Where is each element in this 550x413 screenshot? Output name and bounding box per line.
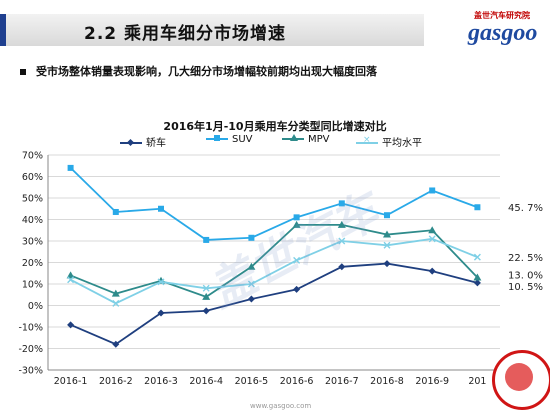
y-tick-label: -30%	[18, 366, 43, 377]
y-tick-label: -10%	[18, 323, 43, 334]
x-tick-label: 2016-1	[54, 376, 88, 387]
x-tick-label: 2016-6	[280, 376, 314, 387]
data-point	[66, 271, 75, 279]
bullet-text: 受市场整体销量表现影响，几大细分市场增幅较前期均出现大幅度回落	[36, 65, 377, 78]
data-point	[202, 292, 211, 300]
y-tick-label: 0%	[28, 301, 43, 312]
data-point	[157, 309, 165, 317]
data-point	[473, 279, 481, 287]
data-point	[248, 234, 255, 241]
legend-label-sedan: 轿车	[146, 138, 166, 149]
data-point	[473, 253, 481, 261]
legend-label-average: 平均水平	[382, 138, 422, 149]
legend-label-suv: SUV	[232, 134, 253, 145]
end-value-label: 13. 0%	[508, 271, 543, 282]
data-point	[67, 276, 75, 284]
y-tick-label: 20%	[22, 258, 43, 269]
data-point	[338, 200, 345, 207]
y-tick-label: -20%	[18, 344, 43, 355]
y-tick-label: 70%	[22, 151, 43, 162]
x-tick-label: 2016-8	[370, 376, 404, 387]
data-point	[383, 230, 391, 238]
header-accent	[0, 14, 6, 46]
seal-stamp	[492, 350, 550, 410]
y-tick-label: 40%	[22, 215, 43, 226]
data-point	[383, 241, 391, 249]
x-tick-label: 201	[468, 376, 486, 387]
x-tick-label: 2016-9	[415, 376, 449, 387]
x-tick-label: 2016-2	[99, 376, 133, 387]
data-point	[247, 262, 256, 270]
bullet-point: 受市场整体销量表现影响，几大细分市场增幅较前期均出现大幅度回落	[20, 63, 377, 79]
data-point	[429, 187, 436, 194]
data-point	[202, 284, 210, 292]
x-tick-label: 2016-5	[235, 376, 269, 387]
data-point	[111, 289, 120, 297]
footer-url: www.gasgoo.com	[250, 402, 312, 410]
data-point	[428, 235, 436, 243]
data-point	[293, 214, 300, 221]
y-tick-label: 50%	[22, 194, 43, 205]
end-value-label: 10. 5%	[508, 282, 543, 293]
data-point	[67, 321, 75, 329]
y-tick-label: 60%	[22, 172, 43, 183]
data-point	[293, 285, 301, 293]
end-value-label: 22. 5%	[508, 253, 543, 264]
series-line-3	[70, 237, 478, 305]
series-line-1	[69, 167, 478, 241]
data-point	[202, 307, 210, 315]
logo-caption: 盖世汽车研究院	[474, 11, 530, 20]
data-point	[337, 220, 346, 228]
x-tick-label: 2016-4	[189, 376, 223, 387]
header-bar: 2.2 乘用车细分市场增速 盖世汽车研究院 gasgoo	[0, 0, 550, 52]
legend-item-average: × 平均水平	[356, 134, 422, 149]
legend-item-suv: SUV	[206, 134, 253, 145]
data-point	[112, 299, 120, 307]
data-point	[428, 226, 437, 234]
data-point	[383, 260, 391, 268]
gasgoo-logo: gasgoo	[468, 20, 538, 46]
data-point	[473, 273, 482, 281]
data-point	[203, 236, 210, 243]
data-point	[158, 205, 164, 212]
data-point	[247, 280, 255, 288]
data-point	[474, 204, 481, 211]
series-line-0	[70, 262, 478, 346]
legend-item-sedan: 轿车	[120, 134, 166, 149]
legend-swatch-sedan	[120, 138, 142, 147]
legend-swatch-average: ×	[356, 135, 378, 145]
y-tick-label: 30%	[22, 237, 43, 248]
header-background	[0, 14, 424, 46]
section-title: 2.2 乘用车细分市场增速	[84, 24, 287, 44]
x-tick-label: 2016-3	[144, 376, 178, 387]
data-point	[293, 256, 301, 264]
data-point	[292, 220, 301, 228]
data-point	[67, 164, 74, 171]
series-line-2	[70, 223, 479, 298]
data-point	[157, 278, 165, 286]
bullet-icon	[20, 69, 26, 75]
chart-title: 2016年1月-10月乘用车分类型同比增速对比	[163, 120, 387, 133]
legend-item-mpv: MPV	[282, 134, 330, 145]
data-point	[338, 237, 346, 245]
data-point	[384, 212, 390, 219]
data-point	[247, 295, 255, 303]
x-tick-label: 2016-7	[325, 376, 359, 387]
data-point	[112, 340, 120, 348]
data-point	[338, 263, 346, 271]
legend-label-mpv: MPV	[308, 134, 330, 145]
data-point	[428, 267, 436, 275]
y-tick-label: 10%	[22, 280, 43, 291]
end-value-label: 45. 7%	[508, 203, 543, 214]
legend-swatch-mpv	[282, 134, 304, 141]
legend-swatch-suv	[206, 135, 228, 141]
data-point	[112, 208, 119, 215]
